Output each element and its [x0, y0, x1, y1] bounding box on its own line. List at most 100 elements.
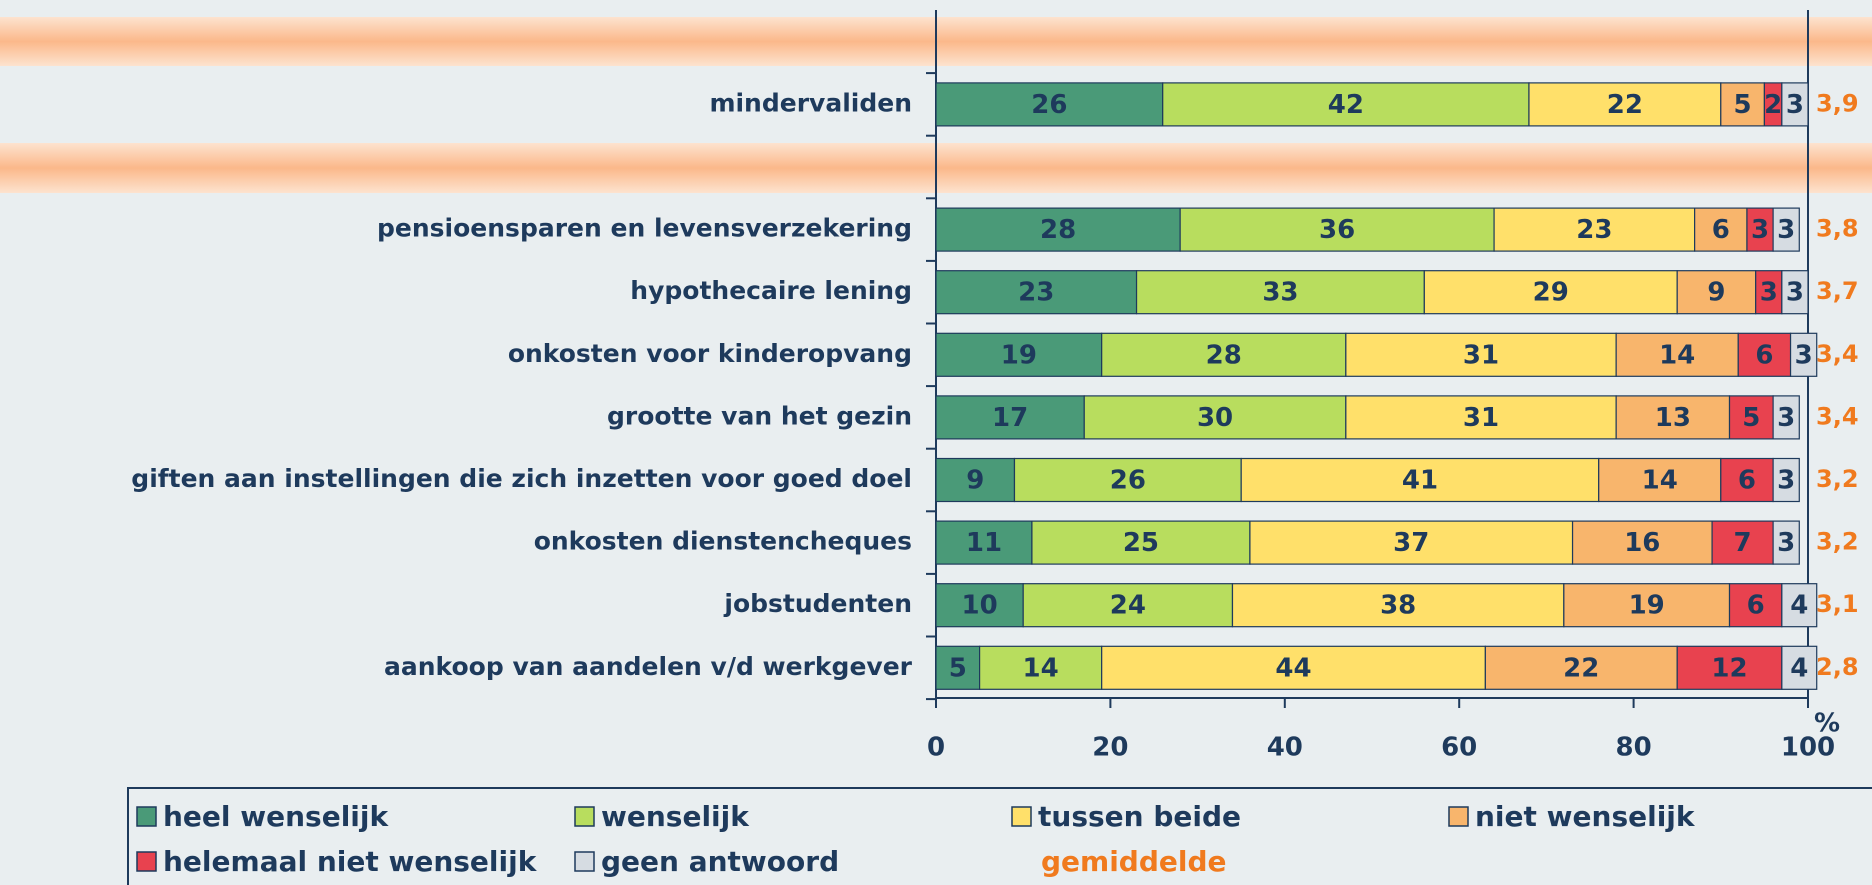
category-label: aankoop van aandelen v/d werkgever: [384, 652, 913, 681]
bar-segment: [1162, 82, 1530, 127]
bar-segment: [1528, 82, 1722, 127]
bar-segment: [1772, 207, 1800, 252]
x-tick-label: 60: [1441, 733, 1477, 763]
average-label: 3,8: [1816, 215, 1859, 243]
bar-segment: [935, 645, 981, 690]
segment-label: 7: [1734, 528, 1752, 558]
segment-label: 10: [962, 591, 998, 621]
segment-label: 3: [1777, 403, 1795, 433]
bar-segment: [1728, 583, 1783, 628]
average-label: 3,4: [1816, 402, 1859, 430]
bar-segment: [1755, 270, 1783, 315]
legend-label: geen antwoord: [601, 845, 839, 878]
bar-segment: [1746, 207, 1774, 252]
x-tick-label: 80: [1616, 733, 1652, 763]
legend-label: helemaal niet wenselijk: [163, 845, 538, 878]
segment-label: 22: [1607, 90, 1643, 120]
average-label: 3,2: [1816, 465, 1859, 493]
bar-segment: [1022, 583, 1234, 628]
segment-label: 42: [1328, 90, 1364, 120]
bar-segment: [935, 395, 1085, 440]
bar-segment: [1781, 645, 1818, 690]
segment-label: 29: [1533, 278, 1569, 308]
average-label: 3,1: [1816, 590, 1859, 618]
bar-segment: [935, 583, 1024, 628]
bar-segment: [935, 82, 1164, 127]
segment-label: 3: [1795, 340, 1813, 370]
segment-label: 4: [1790, 653, 1808, 683]
bar-segment: [1249, 520, 1574, 565]
average-label: 3,9: [1816, 89, 1859, 117]
segment-label: 41: [1402, 466, 1438, 496]
category-label: grootte van het gezin: [607, 401, 912, 430]
category-label: onkosten voor kinderopvang: [508, 339, 912, 368]
bar-segment: [1231, 583, 1565, 628]
segment-label: 22: [1563, 653, 1599, 683]
category-label: pensioensparen en levensverzekering: [377, 214, 912, 243]
segment-label: 5: [949, 653, 967, 683]
segment-label: 5: [1742, 403, 1760, 433]
segment-label: 17: [992, 403, 1028, 433]
segment-label: 28: [1040, 215, 1076, 245]
segment-label: 3: [1777, 466, 1795, 496]
segment-label: 3: [1786, 90, 1804, 120]
segment-label: 14: [1023, 653, 1059, 683]
legend-swatch: [574, 806, 595, 827]
bar-segment: [1720, 82, 1766, 127]
bar-segment: [1615, 395, 1731, 440]
bar-segment: [1240, 457, 1600, 503]
legend-box: [127, 787, 1872, 885]
bar-segment: [1345, 332, 1617, 377]
segment-label: 12: [1711, 653, 1747, 683]
bar-segment: [1772, 395, 1800, 440]
legend-swatch: [1448, 806, 1469, 827]
segment-label: 23: [1576, 215, 1612, 245]
bar-segment: [1101, 645, 1486, 690]
segment-label: 6: [1755, 340, 1773, 370]
x-tick-label: 0: [927, 733, 945, 763]
bar-segment: [1694, 207, 1748, 252]
bar-segment: [1615, 332, 1739, 377]
segment-label: 9: [1707, 278, 1725, 308]
segment-label: 25: [1123, 528, 1159, 558]
bar-segment: [1484, 645, 1678, 690]
segment-label: 44: [1275, 653, 1311, 683]
x-tick-label: 40: [1267, 733, 1303, 763]
segment-label: 11: [966, 528, 1002, 558]
legend-label: heel wenselijk: [163, 800, 390, 833]
segment-label: 36: [1319, 215, 1355, 245]
segment-label: 31: [1463, 340, 1499, 370]
bar-segment: [935, 207, 1181, 252]
segment-label: 23: [1018, 278, 1054, 308]
legend-swatch: [136, 806, 157, 827]
segment-label: 38: [1380, 591, 1416, 621]
bar-segment: [1423, 270, 1678, 315]
bar-segment: [1135, 270, 1425, 315]
average-label: 3,7: [1816, 277, 1859, 305]
bar-segment: [1083, 395, 1347, 440]
bar-segment: [1493, 207, 1696, 252]
segment-label: 33: [1262, 278, 1298, 308]
category-label: jobstudenten: [723, 589, 912, 618]
legend-label: gemiddelde: [1041, 845, 1227, 878]
x-axis-label: %: [1814, 709, 1840, 739]
segment-label: 37: [1393, 528, 1429, 558]
bar-segment: [935, 270, 1138, 315]
legend-swatch: [136, 851, 157, 872]
legend-label: niet wenselijk: [1475, 800, 1696, 833]
legend-swatch: [1011, 806, 1032, 827]
bar-segment: [1781, 583, 1818, 628]
bar-segment: [1676, 645, 1783, 690]
bar-segment: [935, 457, 1016, 503]
segment-label: 9: [966, 466, 984, 496]
segment-label: 2: [1764, 90, 1782, 120]
category-label: giften aan instellingen die zich inzette…: [131, 464, 912, 493]
bar-segment: [1031, 520, 1251, 565]
category-label: mindervaliden: [709, 88, 912, 117]
bar-segment: [978, 645, 1103, 690]
bar-segment: [1598, 457, 1722, 503]
bar-segment: [1772, 457, 1800, 503]
segment-label: 3: [1760, 278, 1778, 308]
bar-segment: [1781, 82, 1809, 127]
legend-label: tussen beide: [1038, 800, 1241, 833]
